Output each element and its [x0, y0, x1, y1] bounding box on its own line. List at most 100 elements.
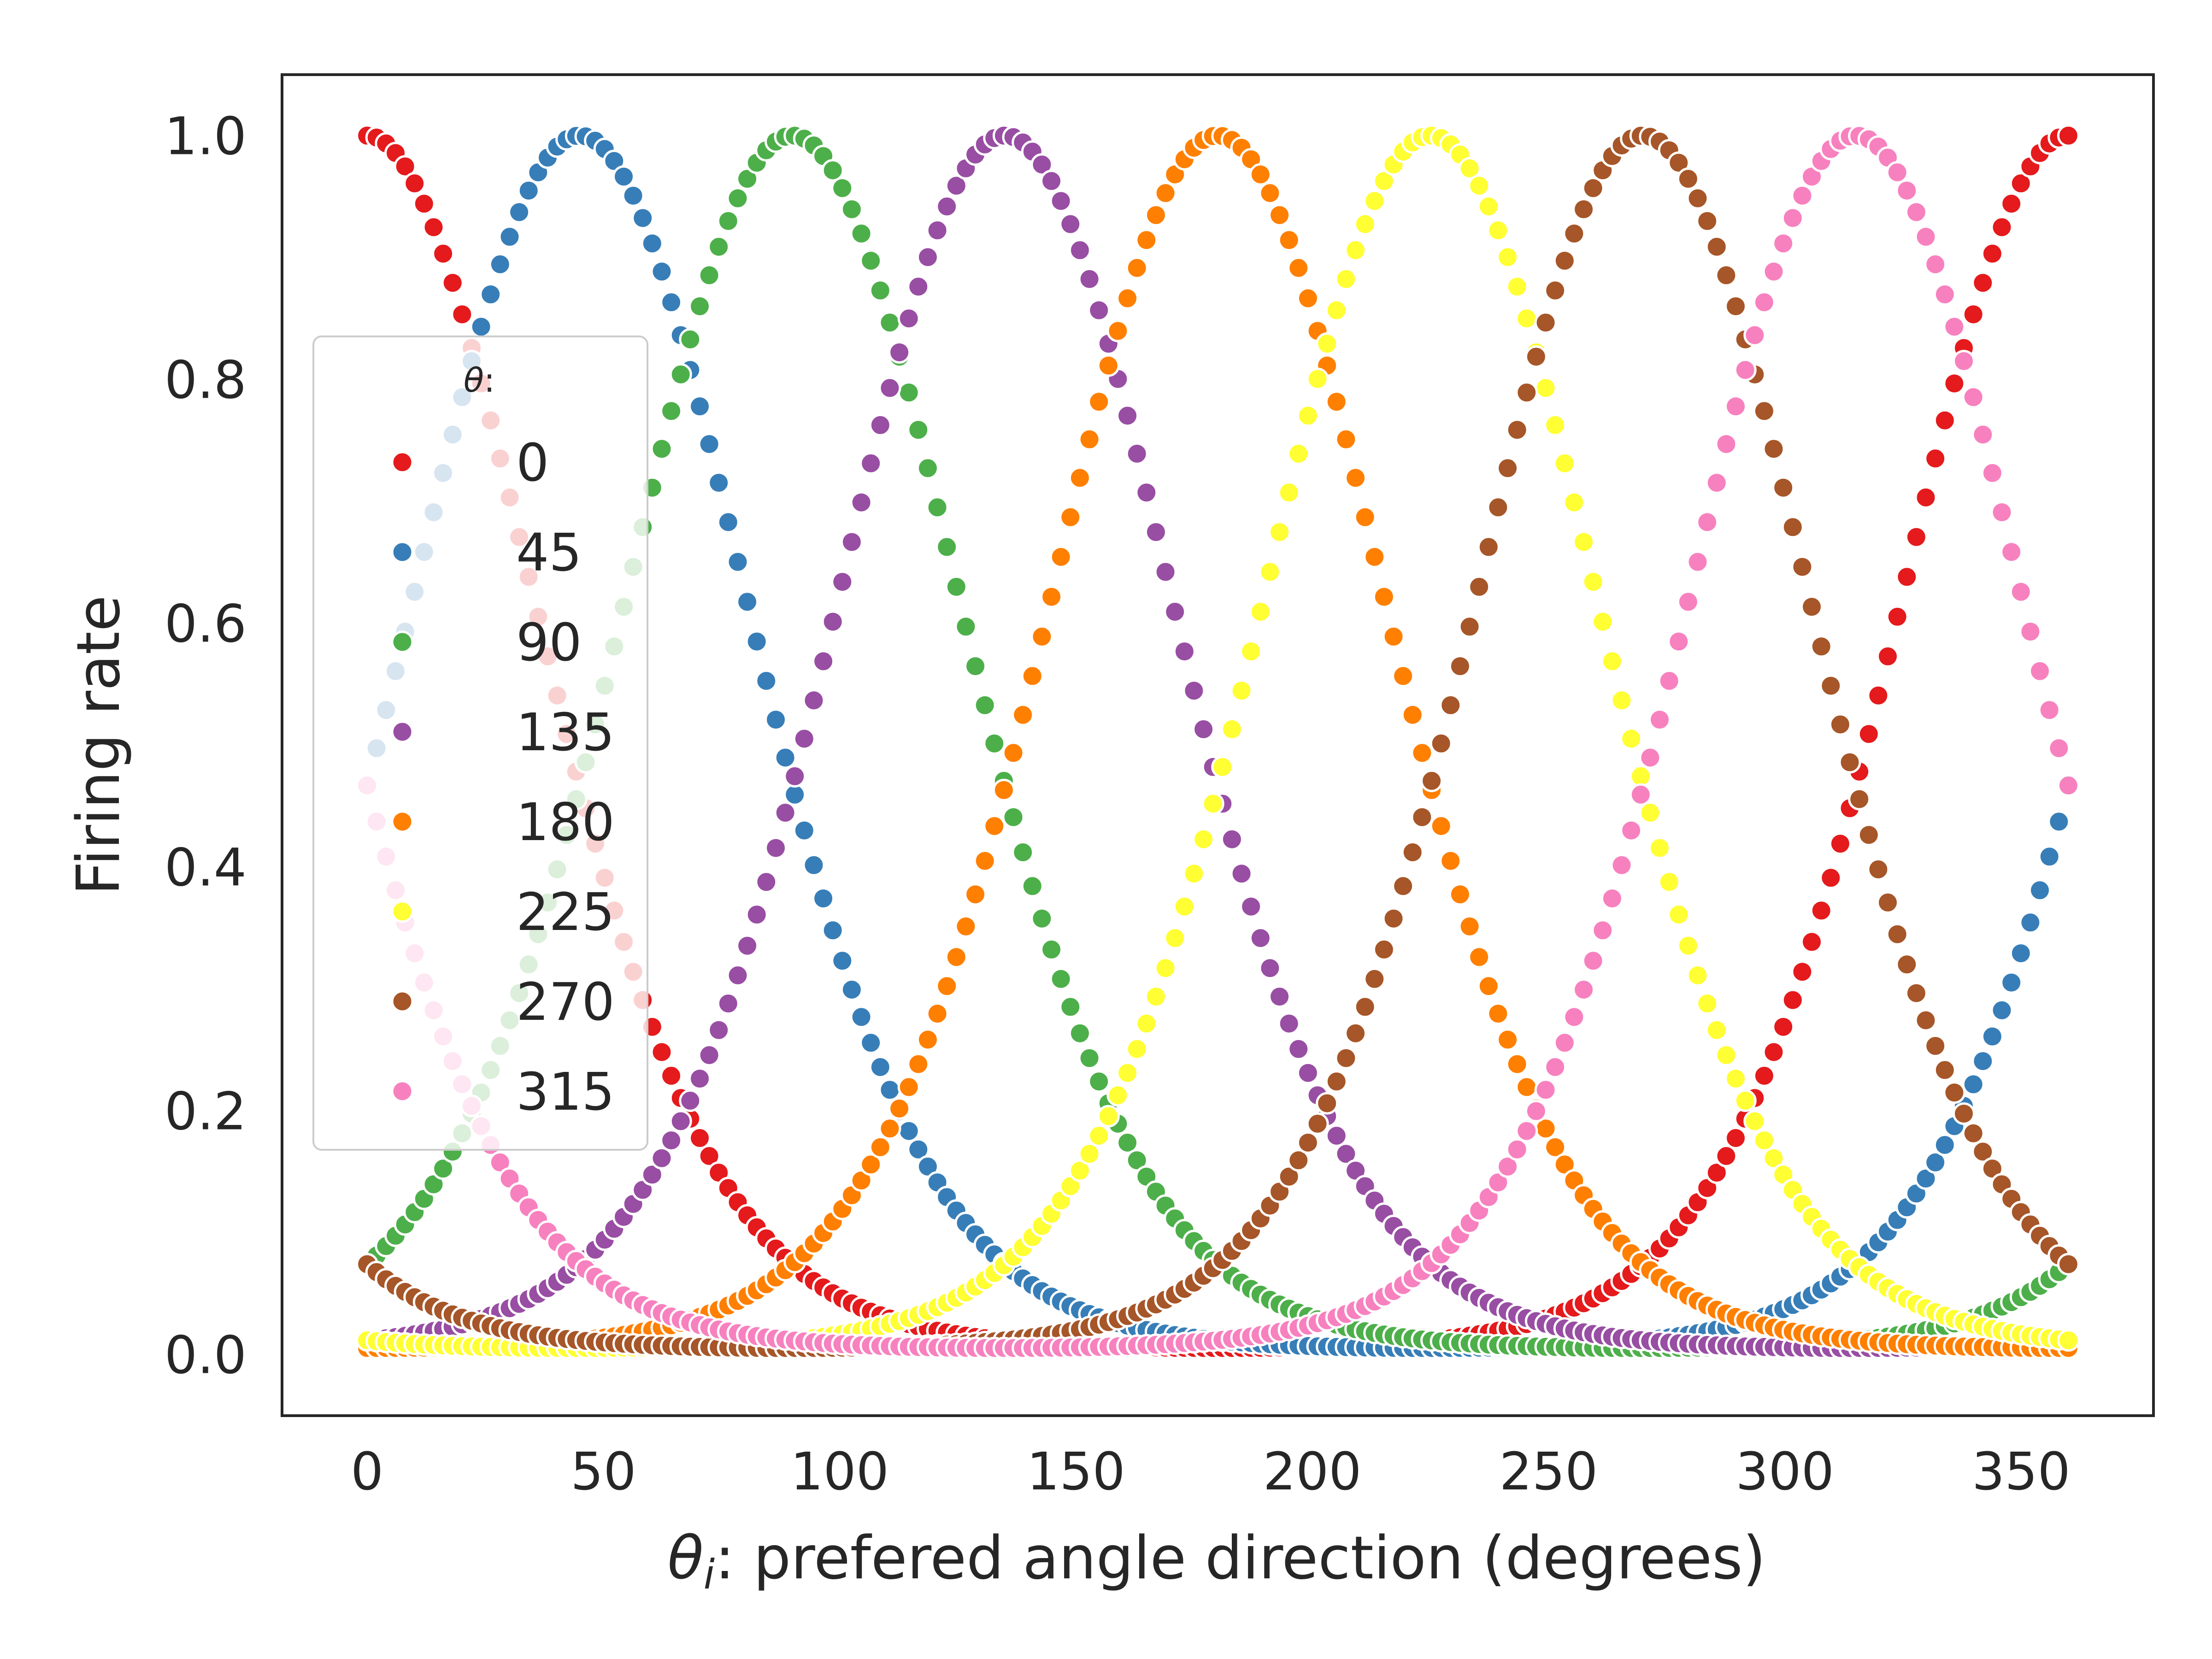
data-point [1791, 960, 1814, 983]
data-point [1895, 565, 1918, 588]
data-point [1715, 264, 1738, 287]
data-point [726, 187, 749, 210]
data-point [850, 1006, 873, 1029]
data-point [650, 437, 673, 460]
data-point [1125, 1037, 1148, 1060]
legend-entry: 180 [391, 793, 615, 853]
data-point [1059, 212, 1082, 235]
data-point [869, 1135, 892, 1159]
data-point [1943, 372, 1966, 395]
data-point [1667, 903, 1690, 926]
data-point [1477, 975, 1500, 998]
data-point [1249, 163, 1272, 186]
data-point [1088, 1070, 1111, 1093]
data-point [1686, 964, 1709, 987]
data-point [1296, 404, 1319, 427]
data-point [1088, 299, 1111, 322]
data-point [859, 1031, 882, 1054]
data-point [698, 433, 721, 456]
x-tick-label: 350 [1972, 1442, 2071, 1502]
data-point [1477, 195, 1500, 218]
data-point [1002, 806, 1025, 829]
data-point [1715, 1044, 1738, 1067]
x-axis-ticks: 0 50 100 150 200 250 300 350 [351, 1442, 2071, 1502]
legend-marker [391, 720, 414, 743]
data-point [1268, 521, 1291, 544]
data-point [1259, 182, 1282, 205]
data-point [1924, 1151, 1947, 1174]
data-point [1819, 674, 1842, 697]
data-point [1154, 182, 1177, 205]
data-point [774, 801, 797, 824]
data-point [1696, 511, 1719, 534]
data-point [1496, 246, 1519, 269]
data-point [1116, 1061, 1139, 1084]
legend-entry: 270 [391, 972, 615, 1032]
data-point [1078, 268, 1101, 290]
data-point [1002, 741, 1025, 765]
data-point [717, 210, 740, 233]
data-point [1905, 982, 1928, 1005]
data-point [1335, 1047, 1358, 1070]
data-point [954, 615, 977, 638]
data-point [736, 934, 759, 957]
data-point [1971, 1050, 1994, 1073]
data-point [1753, 1129, 1776, 1152]
data-point [1534, 1078, 1557, 1101]
data-point [1762, 1147, 1785, 1170]
data-point [1981, 461, 2004, 484]
data-point [1524, 345, 1547, 368]
data-point [1420, 769, 1443, 792]
data-point [1705, 1018, 1728, 1041]
data-point [403, 172, 426, 195]
data-point [1135, 481, 1158, 504]
data-point [1458, 157, 1481, 180]
data-point [1068, 466, 1091, 489]
data-point [707, 235, 730, 258]
data-point [1838, 751, 1861, 774]
legend-entry: 90 [391, 613, 582, 673]
legend-marker [391, 630, 414, 653]
data-point [1829, 713, 1852, 736]
data-point [1553, 1031, 1576, 1054]
data-point [1325, 390, 1348, 413]
data-point [954, 915, 977, 938]
data-point [802, 689, 825, 712]
data-point [717, 511, 740, 534]
data-point [660, 1129, 683, 1152]
data-point [1116, 287, 1139, 310]
data-point [1943, 1081, 1966, 1104]
data-point [479, 283, 502, 306]
data-point [1877, 891, 1899, 914]
data-point [1277, 1165, 1300, 1188]
data-point [2057, 124, 2080, 147]
data-point [660, 1064, 683, 1087]
data-point [2057, 774, 2080, 797]
data-point [1277, 1012, 1300, 1035]
data-point [765, 708, 787, 731]
x-tick-label: 100 [790, 1442, 889, 1502]
data-point [1886, 923, 1909, 946]
data-point [1905, 525, 1928, 548]
data-point [1800, 930, 1823, 953]
data-point [1363, 189, 1386, 212]
data-point [945, 575, 968, 598]
data-point [1515, 381, 1538, 404]
data-point [1296, 287, 1319, 310]
x-axis-label-text: : prefered angle direction (degrees) [715, 1524, 1766, 1593]
data-point [2029, 879, 2051, 902]
data-point [1173, 895, 1196, 918]
data-point [926, 219, 949, 242]
data-point [1192, 828, 1215, 851]
data-point [859, 249, 882, 272]
data-point [2009, 580, 2032, 603]
data-point [1468, 174, 1491, 197]
data-point [1639, 801, 1662, 824]
data-point [1496, 1028, 1519, 1051]
data-point [1924, 1035, 1947, 1058]
data-point [745, 903, 768, 926]
data-point [812, 887, 835, 910]
data-point [1962, 1122, 1985, 1145]
data-point [1534, 377, 1557, 400]
x-axis-label-subscript: i [704, 1551, 715, 1598]
